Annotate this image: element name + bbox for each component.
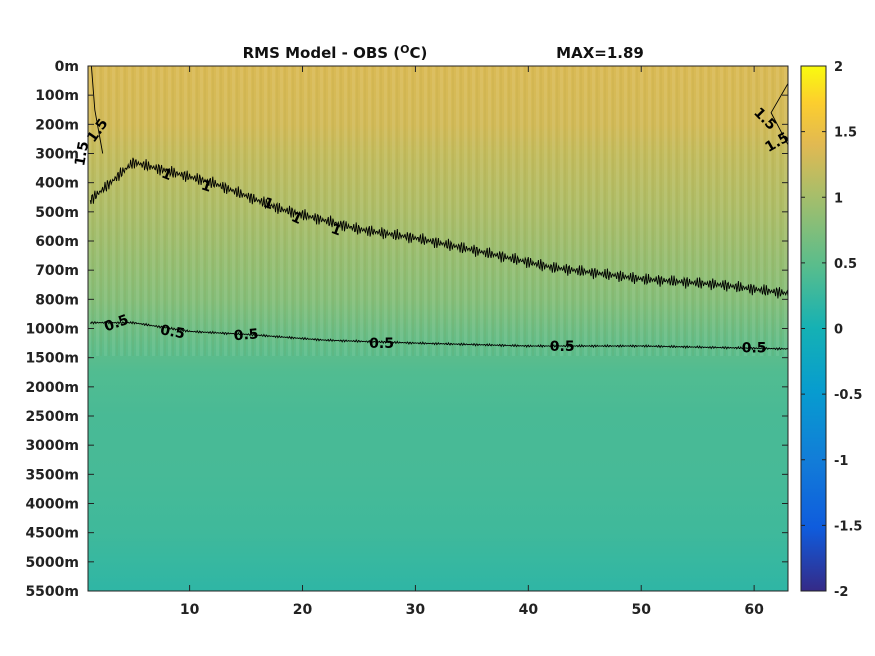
contour-label: 1	[199, 177, 213, 195]
y-tick-label: 2000m	[25, 380, 79, 396]
contour-layer	[89, 66, 788, 351]
field-texture	[88, 66, 788, 356]
colorbar-tick-label: 0.5	[834, 257, 857, 272]
y-tick-label: 700m	[35, 263, 79, 279]
y-tick-label: 3000m	[25, 438, 79, 454]
colorbar-tick-label: -1	[834, 454, 848, 469]
colorbar-tick-label: -0.5	[834, 388, 862, 403]
contour-line	[90, 66, 104, 154]
x-tick-label: 60	[744, 602, 764, 618]
contour-label: 0.5	[233, 326, 259, 344]
y-tick-label: 400m	[35, 176, 79, 192]
y-tick-label: 4500m	[25, 526, 79, 542]
contour-label: 0.5	[742, 340, 767, 356]
y-tick-label: 4000m	[25, 497, 79, 513]
colorbar-gradient	[801, 66, 826, 591]
chart-title: RMS Model - OBS (OC)	[243, 43, 428, 62]
colorbar-tick-label: -1.5	[834, 519, 862, 534]
y-tick-label: 1500m	[25, 351, 79, 367]
y-tick-label: 600m	[35, 234, 79, 250]
colorbar-tick-label: 2	[834, 60, 843, 75]
y-axis: 0m 100m 200m 300m 400m 500m 600m 700m 800m 1000m 1…	[25, 59, 788, 600]
y-tick-label: 0m	[55, 59, 79, 75]
colorbar-tick-label: -2	[834, 585, 848, 600]
colorbar-tick-label: 1	[834, 191, 843, 206]
y-tick-label: 2500m	[25, 409, 79, 425]
max-value-label: MAX=1.89	[556, 44, 644, 62]
y-tick-label: 3500m	[25, 467, 79, 483]
contour-line	[770, 83, 788, 146]
y-tick-label: 800m	[35, 292, 79, 308]
x-tick-label: 40	[519, 602, 539, 618]
y-tick-label: 100m	[35, 88, 79, 104]
contour-label: 1.5	[72, 140, 92, 167]
contour-line	[89, 320, 788, 351]
y-tick-label: 500m	[35, 205, 79, 221]
contour-label: 0.5	[550, 339, 575, 355]
y-tick-label: 1000m	[25, 322, 79, 338]
x-tick-label: 20	[293, 602, 313, 618]
y-tick-label: 5500m	[25, 584, 79, 600]
x-axis: 10 20 30 40 50 60	[180, 66, 764, 618]
y-tick-label: 200m	[35, 117, 79, 133]
contour-line	[89, 157, 788, 299]
colorbar: 2 1.5 1 0.5 0 -0.5 -1 -1.5 -2	[800, 60, 862, 600]
colorbar-ticks: 2 1.5 1 0.5 0 -0.5 -1 -1.5 -2	[801, 60, 862, 600]
y-tick-label: 300m	[35, 147, 79, 163]
y-tick-label: 5000m	[25, 555, 79, 571]
colorbar-tick-label: 1.5	[834, 126, 857, 141]
contour-label: 0.5	[369, 336, 394, 352]
colorbar-tick-label: 0	[834, 323, 843, 338]
x-tick-label: 50	[631, 602, 651, 618]
contour-label: 0.5	[159, 322, 186, 342]
x-tick-label: 30	[406, 602, 426, 618]
x-tick-label: 10	[180, 602, 200, 618]
contour-label: 0.5	[102, 312, 131, 336]
